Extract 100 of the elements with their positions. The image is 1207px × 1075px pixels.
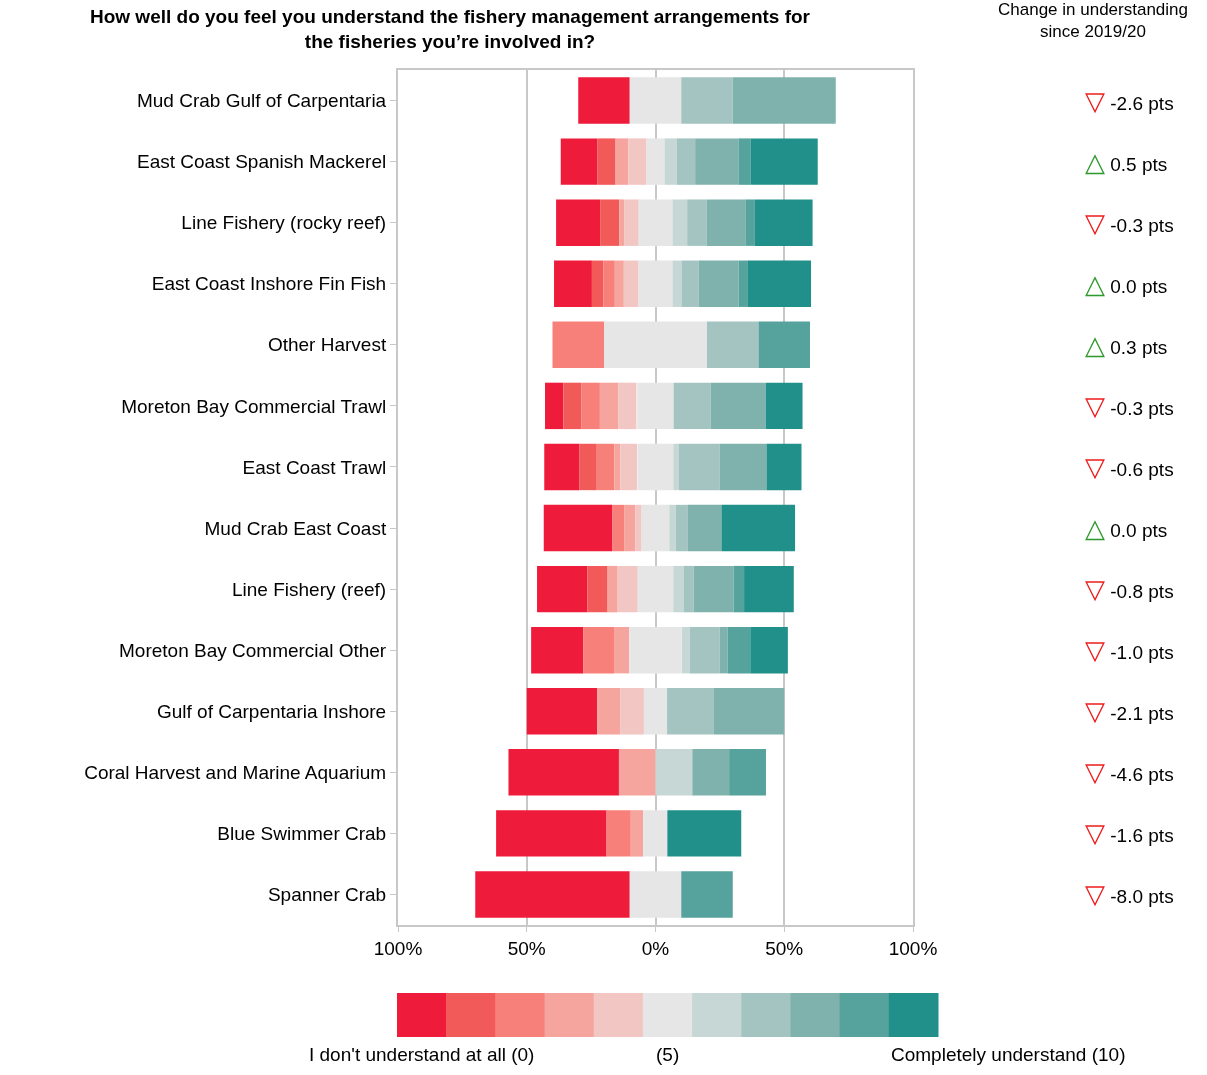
y-tick-label: Line Fishery (reef) — [232, 578, 387, 600]
bar — [681, 626, 690, 674]
y-tick-label: Moreton Bay Commercial Other — [119, 639, 387, 661]
bar — [583, 626, 615, 674]
bar — [655, 749, 693, 796]
bar — [537, 565, 588, 613]
bar — [579, 443, 597, 491]
x-tick-label: 100% — [888, 937, 938, 959]
bar — [667, 688, 714, 735]
bar — [643, 810, 668, 857]
bar — [612, 504, 625, 552]
bar — [614, 260, 624, 307]
bar — [646, 138, 665, 185]
bar — [698, 260, 739, 307]
bar — [719, 626, 728, 674]
legend-label: I don't understand at all (0) — [309, 1044, 535, 1065]
legend-label: (5) — [656, 1044, 680, 1065]
bar — [676, 138, 696, 185]
bar — [637, 443, 674, 491]
bar — [766, 443, 802, 491]
bar — [591, 260, 604, 307]
bar — [552, 321, 604, 369]
category-label: ▽ -1.0 pts — [1085, 635, 1174, 665]
bar — [638, 260, 673, 307]
bar — [738, 260, 748, 307]
bar — [683, 565, 694, 613]
bar — [624, 504, 636, 552]
bar — [641, 504, 670, 552]
category-label: ▽ -0.6 pts — [1085, 452, 1174, 482]
bar — [597, 138, 616, 185]
bar — [669, 504, 676, 552]
bar — [624, 199, 639, 246]
y-tick-label: Mud Crab East Coast — [204, 517, 387, 539]
bar — [628, 138, 647, 185]
bar — [614, 626, 630, 674]
x-tick-label: 0% — [641, 937, 670, 959]
bar — [643, 688, 668, 735]
category-label: ▽ -4.6 pts — [1085, 757, 1174, 787]
bar — [719, 443, 767, 491]
bar — [750, 626, 788, 674]
bar — [581, 382, 600, 430]
bar — [672, 199, 688, 246]
bar — [629, 77, 682, 124]
y-tick-label: Mud Crab Gulf of Carpentaria — [136, 90, 387, 112]
bar — [637, 382, 675, 430]
bar — [695, 138, 739, 185]
bar — [560, 138, 598, 185]
bar — [531, 626, 584, 674]
legend-label: Completely understand (10) — [891, 1044, 1126, 1065]
bar — [603, 260, 615, 307]
bar — [614, 443, 621, 491]
bar — [732, 77, 836, 124]
bar — [635, 504, 642, 552]
bar — [713, 688, 785, 735]
bar — [623, 260, 639, 307]
bar — [692, 749, 730, 796]
bar — [496, 810, 607, 857]
y-tick-label: East Coast Trawl — [242, 456, 387, 478]
text: Change in understanding since 2019/20 — [998, 0, 1188, 42]
bar — [554, 260, 592, 307]
bar — [745, 199, 755, 246]
category-label: △ 0.3 pts — [1085, 330, 1168, 360]
bar — [618, 382, 637, 430]
chart-title: How well do you feel you understand the fishery management arrangements for the fisheries you’re involved in? — [89, 5, 811, 52]
y-tick-label: Gulf of Carpentaria Inshore — [157, 700, 387, 722]
bar — [744, 565, 794, 613]
bar — [617, 565, 638, 613]
y-tick-label: East Coast Spanish Mackerel — [136, 151, 387, 173]
category-label: ▽ -8.0 pts — [1085, 879, 1174, 909]
bar — [604, 321, 707, 369]
bar — [765, 382, 803, 430]
bar — [678, 443, 720, 491]
bar — [727, 626, 751, 674]
bar — [630, 810, 644, 857]
x-tick-label: 50% — [507, 937, 546, 959]
bar — [675, 504, 688, 552]
category-label: ▽ -2.6 pts — [1085, 86, 1174, 116]
bar — [587, 565, 608, 613]
category-label: ▽ -0.3 pts — [1085, 208, 1174, 238]
bar — [619, 199, 625, 246]
y-tick-label: Line Fishery (rocky reef) — [181, 212, 387, 234]
bar — [710, 382, 766, 430]
bar — [733, 565, 745, 613]
bar — [620, 688, 644, 735]
bar — [754, 199, 813, 246]
bar — [637, 565, 674, 613]
bar — [729, 749, 766, 796]
bar — [687, 504, 722, 552]
bar — [526, 688, 598, 735]
category-label: △ 0.5 pts — [1085, 147, 1168, 177]
bar — [673, 443, 679, 491]
y-tick-label: Blue Swimmer Crab — [217, 823, 387, 845]
bar — [673, 382, 711, 430]
bar — [689, 626, 720, 674]
bar — [706, 199, 746, 246]
bar — [672, 260, 682, 307]
bar — [721, 504, 796, 552]
bar — [750, 138, 818, 185]
x-tick-label: 50% — [765, 937, 804, 959]
bar — [629, 871, 682, 918]
